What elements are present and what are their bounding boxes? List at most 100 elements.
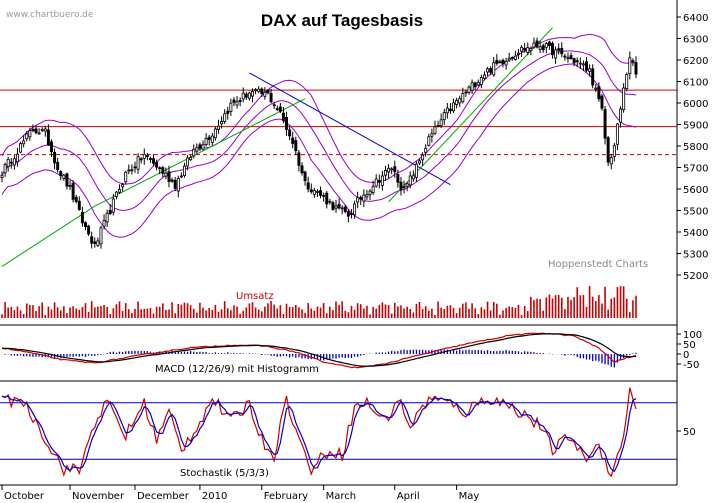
candle-body bbox=[557, 48, 561, 51]
macd-signal-line bbox=[1, 333, 637, 367]
volume-bar bbox=[44, 315, 47, 318]
volume-bar bbox=[505, 307, 507, 318]
volume-bar bbox=[440, 307, 442, 318]
candle-body bbox=[396, 173, 400, 183]
volume-bar bbox=[418, 301, 421, 318]
volume-bar bbox=[319, 307, 322, 318]
volume-bar bbox=[87, 311, 90, 318]
candle-body bbox=[118, 189, 122, 193]
candle-body bbox=[155, 162, 159, 168]
candle-body bbox=[442, 112, 446, 121]
candle-body bbox=[452, 102, 456, 112]
candle-body bbox=[532, 42, 536, 48]
candle-body bbox=[359, 197, 363, 200]
watermark: www.chartbuero.de bbox=[6, 10, 94, 20]
candle-body bbox=[99, 227, 103, 245]
month-label: May bbox=[459, 491, 480, 502]
volume-bar bbox=[4, 301, 6, 318]
candle-body bbox=[145, 155, 149, 157]
candle-body bbox=[232, 99, 236, 103]
candle-body bbox=[349, 213, 353, 215]
volume-bar bbox=[53, 302, 56, 318]
volume-bar bbox=[270, 301, 272, 318]
candle-body bbox=[603, 109, 607, 139]
candle-body bbox=[275, 108, 279, 111]
candle-body bbox=[411, 175, 415, 180]
candle-body bbox=[523, 48, 527, 51]
volume-bar bbox=[554, 295, 557, 318]
volume-bar bbox=[106, 306, 108, 318]
volume-bar bbox=[205, 310, 207, 318]
volume-bar bbox=[10, 306, 13, 318]
candle-body bbox=[575, 60, 579, 63]
volume-bar bbox=[146, 308, 149, 318]
volume-bar bbox=[50, 309, 53, 318]
volume-bar bbox=[332, 310, 334, 318]
volume-bar bbox=[492, 302, 495, 318]
candle-body bbox=[492, 62, 496, 76]
volume-bar bbox=[406, 306, 408, 318]
candle-body bbox=[170, 179, 174, 182]
candle-body bbox=[46, 129, 50, 146]
volume-bar bbox=[35, 310, 37, 318]
price-tick-label: 5700 bbox=[683, 164, 708, 175]
volume-bar bbox=[635, 295, 637, 318]
volume-bar bbox=[279, 305, 282, 318]
candle-body bbox=[229, 102, 233, 112]
candle-body bbox=[455, 100, 459, 105]
candle-body bbox=[334, 205, 338, 209]
month-axis: October November December 2010 February March… bbox=[1, 485, 480, 502]
candle-body bbox=[510, 57, 514, 59]
volume-bar bbox=[93, 307, 96, 318]
candle-body bbox=[37, 132, 41, 135]
candle-body bbox=[3, 164, 7, 174]
volume-bar bbox=[276, 308, 279, 318]
candle-body bbox=[136, 156, 140, 170]
volume-bar bbox=[295, 304, 297, 318]
volume-bar bbox=[483, 309, 486, 318]
volume-bar bbox=[174, 313, 176, 318]
volume-bar bbox=[356, 303, 359, 318]
volume-bar bbox=[13, 310, 16, 318]
candle-body bbox=[520, 46, 524, 52]
price-tick-label: 6400 bbox=[683, 13, 708, 24]
volume-bar bbox=[230, 310, 232, 318]
candle-body bbox=[393, 166, 397, 173]
volume-bar bbox=[316, 306, 319, 318]
volume-bar bbox=[1, 314, 3, 318]
chart-title: DAX auf Tagesbasis bbox=[261, 11, 423, 30]
candle-body bbox=[384, 169, 387, 176]
volume-bar bbox=[19, 310, 22, 318]
candle-body bbox=[380, 175, 384, 186]
volume-bar bbox=[397, 306, 399, 318]
volume-bar bbox=[409, 309, 412, 318]
candle-body bbox=[192, 148, 196, 157]
candle-body bbox=[173, 180, 177, 189]
volume-bar bbox=[84, 303, 87, 318]
candle-body bbox=[600, 95, 604, 109]
volume-bar bbox=[260, 311, 263, 318]
candle-body bbox=[130, 169, 134, 172]
candle-body bbox=[207, 136, 211, 140]
volume-bar bbox=[32, 305, 34, 318]
volume-bar bbox=[502, 310, 504, 318]
candle-body bbox=[331, 202, 335, 210]
candle-body bbox=[436, 124, 440, 127]
candle-body bbox=[210, 135, 214, 143]
candle-body bbox=[90, 236, 94, 244]
volume-bar bbox=[177, 303, 180, 318]
candle-body bbox=[560, 47, 564, 55]
volume-bar bbox=[539, 299, 541, 318]
volume-bar bbox=[245, 307, 248, 318]
candle-body bbox=[615, 123, 619, 145]
volume-bar bbox=[192, 308, 195, 318]
candle-body bbox=[59, 171, 63, 177]
volume-bar bbox=[22, 314, 25, 318]
volume-bar bbox=[570, 300, 572, 318]
volume-bar bbox=[458, 307, 461, 318]
volume-bar bbox=[477, 313, 480, 318]
candle-body bbox=[408, 175, 412, 186]
candle-body bbox=[179, 175, 183, 178]
candle-body bbox=[22, 140, 26, 145]
